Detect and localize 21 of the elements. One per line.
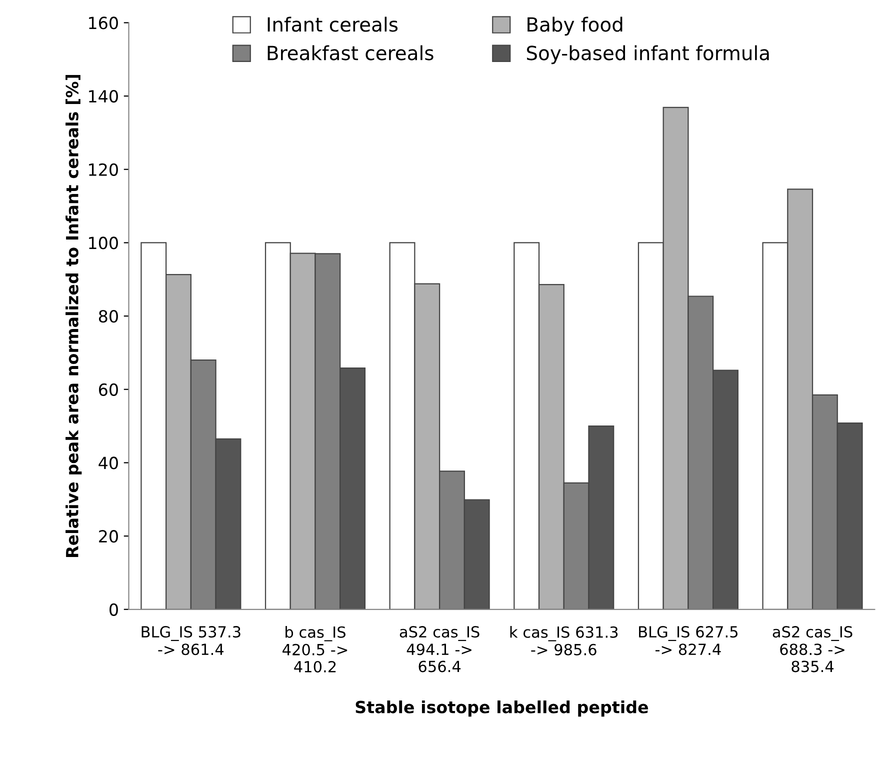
y-tick-label: 60: [98, 383, 118, 396]
x-tick-label: BLG_IS 627.5 -> 827.4: [639, 626, 738, 656]
x-tick-label: aS2 cas_IS 688.3 -> 835.4: [772, 626, 852, 672]
x-tick-label: aS2 cas_IS 494.1 -> 656.4: [400, 626, 480, 672]
y-tick-label: 40: [98, 456, 118, 470]
legend-label: Soy-based infant formula: [526, 45, 769, 64]
x-tick-label: b cas_IS 420.5 -> 410.2: [282, 626, 348, 673]
y-tick-label: 120: [89, 163, 118, 176]
x-axis-title: Stable isotope labelled peptide: [356, 700, 648, 717]
y-tick-label: 80: [98, 310, 118, 323]
y-tick-label: 160: [89, 16, 118, 30]
x-tick-label: BLG_IS 537.3 -> 861.4: [142, 626, 240, 656]
x-tick-label: k cas_IS 631.3 -> 985.6: [510, 626, 618, 656]
y-tick-label: 0: [110, 603, 118, 616]
y-axis-title: Relative peak area normalized to Infant cereals [%]: [66, 74, 82, 558]
y-tick-label: 140: [89, 90, 118, 103]
y-tick-label: 100: [89, 236, 118, 250]
y-tick-label: 20: [99, 530, 118, 543]
legend-label: Infant cereals: [268, 16, 398, 32]
legend-label: Baby food: [528, 16, 622, 36]
legend-label: Breakfast cereals: [268, 45, 434, 60]
